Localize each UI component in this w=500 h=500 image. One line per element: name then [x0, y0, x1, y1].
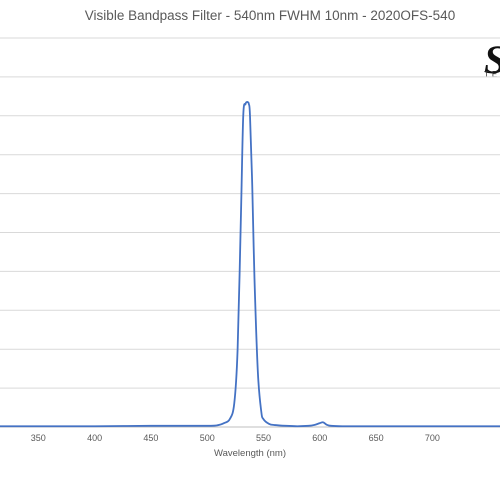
x-tick-label: 450	[143, 433, 158, 443]
x-tick-labels: 350 400 450 500 550 600 650 700	[31, 433, 440, 443]
x-tick-label: 600	[312, 433, 327, 443]
x-tick-label: 550	[256, 433, 271, 443]
x-tick-label: 500	[200, 433, 215, 443]
company-logo: S TE	[478, 40, 500, 84]
x-tick-label: 400	[87, 433, 102, 443]
logo-mark: S	[484, 40, 500, 80]
gridlines	[0, 37, 500, 428]
chart-title: Visible Bandpass Filter - 540nm FWHM 10n…	[84, 8, 456, 23]
logo-subtext: TE	[484, 70, 500, 79]
x-tick-label: 700	[425, 433, 440, 443]
x-axis-label: Wavelength (nm)	[214, 448, 286, 459]
x-tick-label: 350	[31, 433, 46, 443]
series-line	[0, 101, 500, 428]
x-tick-label: 650	[369, 433, 384, 443]
series-group	[0, 101, 500, 428]
